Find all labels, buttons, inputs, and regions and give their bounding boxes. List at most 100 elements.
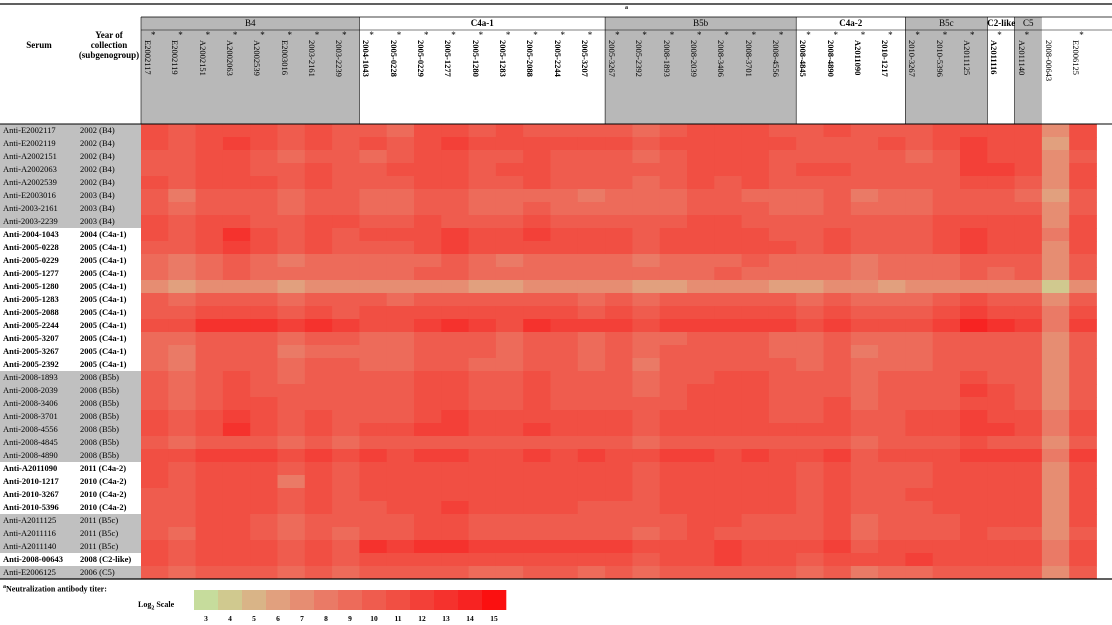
star-marker: * xyxy=(369,30,374,40)
heatmap-cell xyxy=(796,319,824,333)
heatmap-cell xyxy=(277,306,306,320)
heatmap-cell xyxy=(850,137,879,151)
heatmap-cell xyxy=(687,540,715,554)
heatmap-cell xyxy=(441,150,469,164)
heatmap-cell xyxy=(659,462,688,476)
heatmap-cell xyxy=(332,384,360,398)
heatmap-cell xyxy=(386,371,415,385)
heatmap-cell xyxy=(414,332,442,346)
heatmap-cell xyxy=(905,527,934,541)
heatmap-cell xyxy=(250,371,278,385)
heatmap-cell xyxy=(359,514,388,528)
heatmap-cell xyxy=(741,462,770,476)
heatmap-cell xyxy=(468,462,497,476)
heatmap-cell xyxy=(905,566,934,580)
heatmap-cell xyxy=(277,124,306,138)
column-header-label: 2010-1217 xyxy=(880,40,891,77)
heatmap-cell xyxy=(878,358,906,372)
heatmap-cell xyxy=(632,475,661,489)
heatmap-cell xyxy=(1041,397,1070,411)
heatmap-cell xyxy=(222,488,251,502)
heatmap-cell xyxy=(1069,488,1097,502)
serum-header: Serum xyxy=(26,40,52,50)
heatmap-cell xyxy=(550,293,579,307)
heatmap-cell xyxy=(468,540,497,554)
heatmap-cell xyxy=(659,202,688,216)
heatmap-cell xyxy=(850,241,879,255)
heatmap-cell xyxy=(359,189,388,203)
heatmap-cell xyxy=(141,137,169,151)
heatmap-cell xyxy=(905,137,934,151)
row-year-label: 2005 (C4a-1) xyxy=(80,242,127,252)
heatmap-cell xyxy=(605,423,633,437)
heatmap-cell xyxy=(960,345,988,359)
heatmap-cell xyxy=(523,137,551,151)
heatmap-cell xyxy=(386,163,415,177)
row-serum-label: Anti-2005-3207 xyxy=(3,333,59,343)
heatmap-cell xyxy=(577,501,606,515)
heatmap-cell xyxy=(414,228,442,242)
heatmap-cell xyxy=(987,514,1015,528)
heatmap-cell xyxy=(141,215,169,229)
heatmap-cell xyxy=(1014,124,1043,138)
heatmap-cell xyxy=(605,137,633,151)
heatmap-cell xyxy=(1014,332,1043,346)
column-header-label: 2005-0229 xyxy=(416,40,426,77)
heatmap-cell xyxy=(304,306,333,320)
year-header-line3: (subgenogroup) xyxy=(78,50,140,60)
heatmap-cell xyxy=(468,306,497,320)
heatmap-cell xyxy=(823,527,852,541)
heatmap-cell xyxy=(987,332,1015,346)
heatmap-cell xyxy=(495,228,524,242)
heatmap-cell xyxy=(1069,319,1097,333)
heatmap-cell xyxy=(550,163,579,177)
heatmap-cell xyxy=(168,189,196,203)
heatmap-cell xyxy=(468,254,497,268)
column-header-label: 2008-3701 xyxy=(743,40,754,77)
heatmap-cell xyxy=(468,501,497,515)
heatmap-cell xyxy=(1069,293,1097,307)
heatmap-cell xyxy=(414,267,442,281)
heatmap-cell xyxy=(796,228,824,242)
row-label-bg xyxy=(0,397,141,410)
heatmap-cell xyxy=(796,371,824,385)
heatmap-cell xyxy=(250,228,278,242)
row-year-label: 2005 (C4a-1) xyxy=(80,281,127,291)
heatmap-cell xyxy=(960,163,988,177)
heatmap-cell xyxy=(768,293,797,307)
heatmap-cell xyxy=(386,540,415,554)
row-serum-label: Anti-2005-1277 xyxy=(3,268,59,278)
row-label-bg xyxy=(0,423,141,436)
heatmap-cell xyxy=(741,384,770,398)
heatmap-cell xyxy=(222,280,251,294)
heatmap-cell xyxy=(605,501,633,515)
year-header-line1: Year of xyxy=(95,30,123,40)
row-year-label: 2003 (B4) xyxy=(80,190,115,200)
heatmap-cell xyxy=(141,527,169,541)
scale-tick-label: 15 xyxy=(490,614,498,623)
scale-label-sub: 2 xyxy=(151,605,155,612)
heatmap-cell xyxy=(659,540,688,554)
column-header-label: 2008-4890 xyxy=(825,40,836,77)
heatmap-cell xyxy=(495,306,524,320)
row-year-label: 2005 (C4a-1) xyxy=(80,294,127,304)
heatmap-cell xyxy=(632,345,661,359)
heatmap-cell xyxy=(495,423,524,437)
star-marker: * xyxy=(205,30,211,40)
heatmap-cell xyxy=(386,319,415,333)
heatmap-cell xyxy=(960,176,988,190)
heatmap-cell xyxy=(222,501,251,515)
row-serum-label: Anti-E2003016 xyxy=(3,190,56,200)
heatmap-cell xyxy=(222,202,251,216)
heatmap-cell xyxy=(823,189,852,203)
heatmap-cell xyxy=(714,189,742,203)
heatmap-cell xyxy=(659,488,688,502)
star-marker: * xyxy=(833,30,839,40)
row-serum-label: Anti-2005-3267 xyxy=(3,346,59,356)
heatmap-cell xyxy=(850,566,879,580)
heatmap-cell xyxy=(468,345,497,359)
heatmap-cell xyxy=(304,241,333,255)
heatmap-cell xyxy=(987,358,1015,372)
heatmap-cell xyxy=(823,436,852,450)
heatmap-cell xyxy=(632,423,661,437)
